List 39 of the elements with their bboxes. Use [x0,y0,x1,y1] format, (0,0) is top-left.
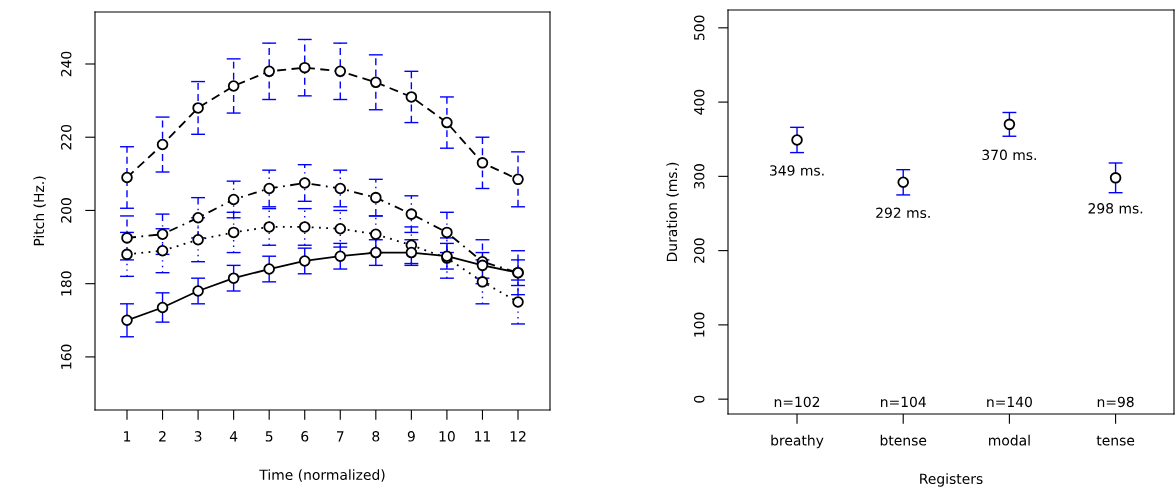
x-tick-label: modal [989,434,1030,446]
x-tick-label: 9 [407,431,415,442]
y-tick-label: 160 [60,344,72,369]
data-label: 298 ms. [1088,203,1143,214]
annotation: n=102 [774,396,820,408]
x-tick-label: tense [1096,435,1135,446]
annotation: n=140 [987,396,1032,408]
annotation: n=98 [1097,396,1134,408]
y-tick-label: 200 [60,198,72,223]
data-label: 292 ms. [876,207,930,219]
x-tick-label: 1 [124,431,131,442]
x-tick-label: 7 [336,431,344,442]
x-tick-label: 5 [265,431,273,442]
x-tick-label: 4 [229,431,238,442]
x-tick-label: 10 [439,431,455,442]
y-tick-label: 100 [693,312,705,337]
x-tick-label: 6 [301,431,309,442]
x-axis-title: Registers [920,473,983,487]
x-tick-label: btense [880,434,927,446]
y-tick-label: 0 [693,395,705,403]
y-axis-title: Duration (ms.) [666,162,679,262]
y-tick-label: 500 [693,15,705,41]
data-label: 370 ms. [982,149,1036,161]
data-label: 349 ms. [770,165,824,176]
y-tick-label: 240 [60,51,72,77]
x-tick-label: 2 [159,431,166,442]
x-tick-label: breathy [771,434,824,449]
x-tick-label: 8 [372,431,380,442]
x-tick-label: 12 [510,431,526,442]
y-tick-label: 220 [60,124,72,150]
y-axis-title: Pitch (Hz.) [33,176,46,246]
y-tick-label: 180 [60,271,72,296]
y-tick-label: 400 [693,89,705,115]
y-tick-label: 300 [693,164,705,189]
x-axis-title: Time (normalized) [259,469,385,482]
x-tick-label: 11 [475,431,491,442]
y-tick-label: 200 [693,238,705,263]
x-tick-label: 3 [194,431,202,442]
annotation: n=104 [881,396,926,408]
